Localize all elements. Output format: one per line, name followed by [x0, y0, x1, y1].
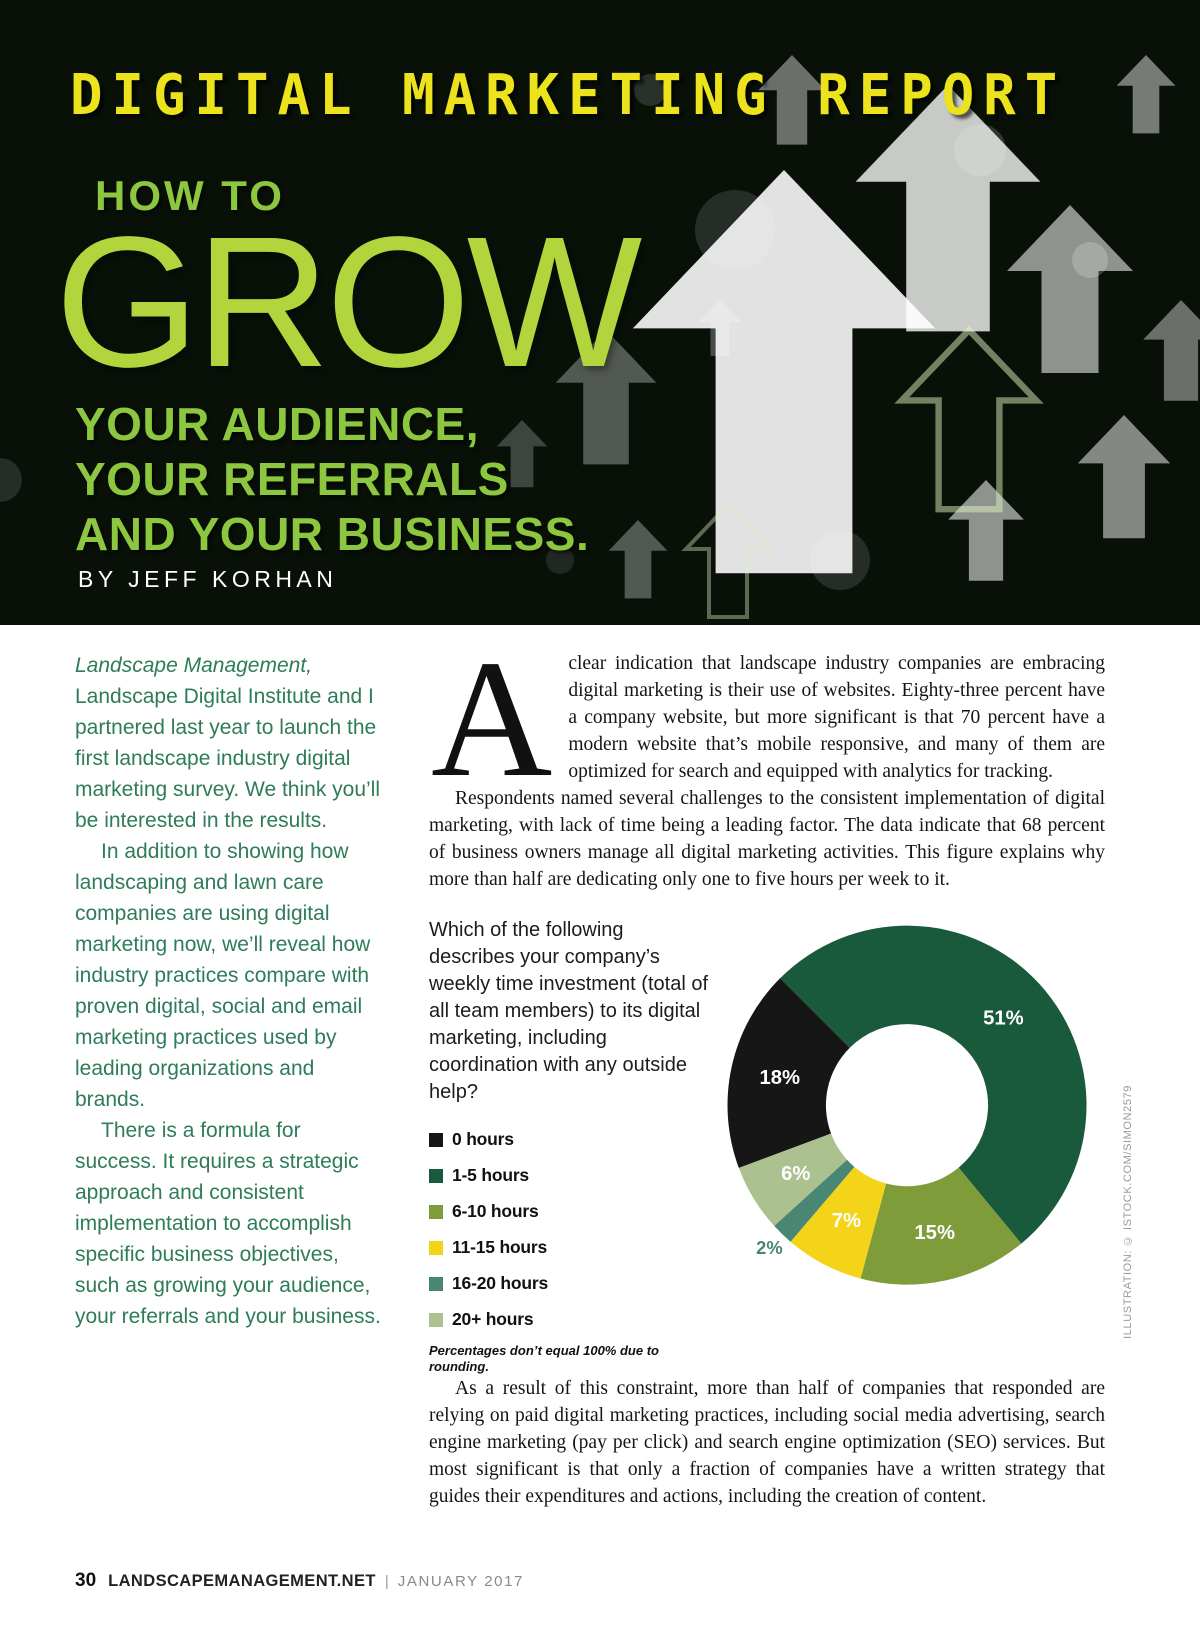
headline-grow: GROW	[55, 199, 642, 406]
legend-label: 11-15 hours	[452, 1237, 548, 1257]
legend-label: 20+ hours	[452, 1309, 534, 1329]
legend-label: 0 hours	[452, 1129, 514, 1149]
donut-chart-svg: 51% 15% 7% 2% 6% 18%	[727, 925, 1087, 1285]
legend-swatch	[429, 1312, 443, 1327]
donut-label-1-5-hours: 51%	[983, 1007, 1024, 1029]
legend-label: 6-10 hours	[452, 1201, 539, 1221]
legend-item-1-5-hours: 1-5 hours	[429, 1162, 709, 1189]
donut-label-6-10-hours: 15%	[914, 1222, 955, 1244]
magazine-name: Landscape Management,	[75, 654, 312, 677]
drop-cap: A	[431, 626, 553, 812]
article-body: Landscape Management, Landscape Digital …	[0, 626, 1200, 1510]
chart-block: Which of the following describes your co…	[429, 917, 1105, 1375]
legend-item-0-hours: 0 hours	[429, 1126, 709, 1153]
intro-paragraph-3: There is a formula for success. It requi…	[75, 1119, 381, 1328]
intro-paragraph-2: In addition to showing how landscaping a…	[75, 840, 371, 1111]
legend-label: 1-5 hours	[452, 1165, 529, 1185]
headline-how-to: HOW TO	[95, 172, 285, 219]
subtitle-line-1: YOUR AUDIENCE,	[75, 398, 479, 450]
subtitle-line-3: AND YOUR BUSINESS.	[75, 508, 590, 560]
donut-label-16-20-hours: 2%	[756, 1237, 783, 1258]
donut-segment-16-20-hours	[774, 1159, 855, 1242]
footer-separator: |	[384, 1573, 389, 1590]
legend-swatch	[429, 1276, 443, 1291]
chart-footnote: Percentages don’t equal 100% due to roun…	[429, 1343, 659, 1374]
donut-segment-6-10-hours	[860, 1167, 1022, 1285]
up-arrows-graphic	[0, 55, 1200, 619]
footer-issue-date: JANUARY 2017	[397, 1573, 524, 1590]
donut-label-0-hours: 18%	[759, 1067, 800, 1089]
subtitle-line-2: YOUR REFERRALS	[75, 453, 509, 505]
donut-segment-1-5-hours	[780, 925, 1087, 1244]
header-banner: DIGITAL MARKETING REPORT HOW TO GROW YOU…	[0, 0, 1200, 625]
legend-swatch	[429, 1204, 443, 1219]
legend-item-20-plus-hours: 20+ hours	[429, 1306, 709, 1333]
byline: BY JEFF KORHAN	[78, 566, 338, 592]
donut-segment-20+-hours	[738, 1133, 848, 1226]
legend-label: 16-20 hours	[452, 1273, 549, 1293]
donut-segment-11-15-hours	[790, 1166, 887, 1279]
illustration-credit: ILLUSTRATION: © ISTOCK.COM/SIMON2579	[1122, 1085, 1134, 1339]
legend-swatch	[429, 1132, 443, 1147]
legend-item-11-15-hours: 11-15 hours	[429, 1234, 709, 1261]
intro-column: Landscape Management, Landscape Digital …	[75, 650, 387, 1510]
chart-legend: 0 hours 1-5 hours 6-10 hours	[429, 1126, 709, 1333]
headline-subtitle: YOUR AUDIENCE, YOUR REFERRALS AND YOUR B…	[75, 397, 589, 562]
chart-question: Which of the following describes your co…	[429, 919, 708, 1103]
chart-left-panel: Which of the following describes your co…	[429, 917, 709, 1375]
legend-swatch	[429, 1240, 443, 1255]
article-paragraph-3: As a result of this constraint, more tha…	[429, 1378, 1105, 1507]
donut-label-11-15-hours: 7%	[832, 1210, 861, 1232]
donut-chart-container: 51% 15% 7% 2% 6% 18%	[709, 917, 1105, 1375]
page-number: 30	[75, 1570, 97, 1591]
page-footer: 30 LANDSCAPEMANAGEMENT.NET | JANUARY 201…	[75, 1570, 524, 1592]
footer-site-name: LANDSCAPEMANAGEMENT.NET	[108, 1572, 376, 1590]
legend-swatch	[429, 1168, 443, 1183]
report-kicker-title: DIGITAL MARKETING REPORT	[70, 62, 1067, 128]
legend-item-6-10-hours: 6-10 hours	[429, 1198, 709, 1225]
donut-label-20+-hours: 6%	[781, 1163, 810, 1185]
intro-paragraph-1: Landscape Management, Landscape Digital …	[75, 654, 381, 832]
donut-segment-0-hours	[727, 978, 850, 1168]
legend-item-16-20-hours: 16-20 hours	[429, 1270, 709, 1297]
article-paragraph-2: Respondents named several challenges to …	[429, 788, 1105, 890]
